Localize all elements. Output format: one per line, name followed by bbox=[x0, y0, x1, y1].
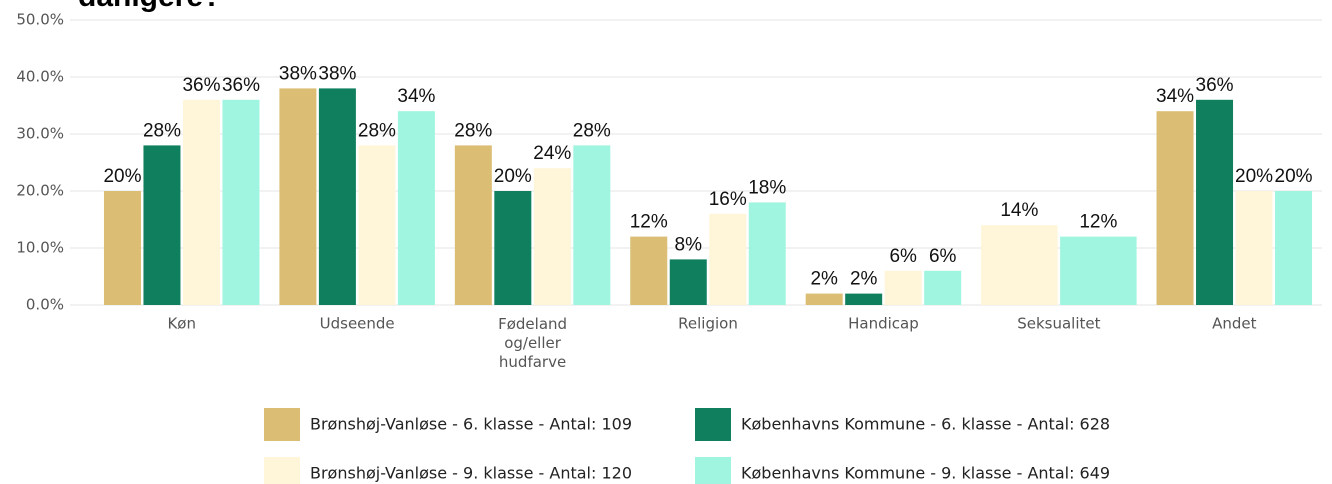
chart-title: danigere? bbox=[78, 0, 221, 13]
bar bbox=[1060, 236, 1137, 305]
bar bbox=[279, 88, 317, 306]
bar bbox=[709, 213, 747, 305]
y-tick-label: 10.0% bbox=[16, 239, 64, 257]
bar bbox=[143, 145, 181, 305]
value-label: 28% bbox=[573, 120, 611, 141]
value-label: 2% bbox=[850, 269, 878, 290]
legend-label: Brønshøj-Vanløse - 6. klasse - Antal: 10… bbox=[310, 415, 632, 434]
bar bbox=[182, 99, 220, 305]
legend-swatch bbox=[695, 457, 731, 484]
value-label: 2% bbox=[810, 269, 838, 290]
bar bbox=[630, 236, 668, 305]
bar bbox=[222, 99, 260, 305]
x-tick-label: Køn bbox=[167, 315, 196, 333]
value-label: 28% bbox=[454, 120, 492, 141]
y-tick-label: 20.0% bbox=[16, 182, 64, 200]
value-label: 28% bbox=[358, 120, 396, 141]
value-label: 18% bbox=[748, 177, 786, 198]
value-label: 36% bbox=[1196, 75, 1234, 96]
value-label: 6% bbox=[929, 246, 957, 267]
value-label: 36% bbox=[182, 75, 220, 96]
value-label: 38% bbox=[279, 63, 317, 84]
bar bbox=[533, 168, 571, 305]
bar bbox=[805, 293, 843, 305]
value-label: 28% bbox=[143, 120, 181, 141]
bar bbox=[884, 270, 922, 305]
x-tick-label: Udseende bbox=[320, 315, 395, 333]
bar bbox=[358, 145, 396, 305]
value-label: 12% bbox=[630, 212, 668, 233]
y-tick-label: 40.0% bbox=[16, 68, 64, 86]
value-label: 24% bbox=[533, 143, 571, 164]
bar bbox=[748, 202, 786, 305]
value-label: 8% bbox=[675, 234, 703, 255]
value-label: 20% bbox=[1235, 166, 1273, 187]
legend-label: Brønshøj-Vanløse - 9. klasse - Antal: 12… bbox=[310, 464, 632, 483]
value-label: 36% bbox=[222, 75, 260, 96]
value-label: 20% bbox=[1275, 166, 1313, 187]
legend-swatch bbox=[264, 457, 300, 484]
value-label: 34% bbox=[1156, 86, 1194, 107]
bar bbox=[1196, 99, 1234, 305]
bar bbox=[1156, 111, 1194, 305]
bar bbox=[924, 270, 962, 305]
value-label: 12% bbox=[1079, 212, 1117, 233]
bar bbox=[103, 191, 141, 305]
legend-swatch bbox=[264, 408, 300, 441]
value-label: 20% bbox=[103, 166, 141, 187]
bar bbox=[845, 293, 883, 305]
bar bbox=[573, 145, 611, 305]
value-label: 6% bbox=[889, 246, 917, 267]
legend-label: Københavns Kommune - 6. klasse - Antal: … bbox=[741, 415, 1110, 434]
bar bbox=[981, 225, 1058, 305]
y-tick-label: 30.0% bbox=[16, 125, 64, 143]
legend-swatch bbox=[695, 408, 731, 441]
bar bbox=[318, 88, 356, 306]
x-tick-label: Seksualitet bbox=[1017, 315, 1100, 333]
x-tick-label: Handicap bbox=[848, 315, 919, 333]
bar bbox=[1235, 191, 1273, 305]
legend-label: Københavns Kommune - 9. klasse - Antal: … bbox=[741, 464, 1110, 483]
bar bbox=[494, 191, 532, 305]
x-tick-label: Fødeland og/eller hudfarve bbox=[498, 315, 567, 371]
bar bbox=[1275, 191, 1313, 305]
bar bbox=[397, 111, 435, 305]
value-label: 38% bbox=[318, 63, 356, 84]
value-label: 14% bbox=[1000, 200, 1038, 221]
value-label: 20% bbox=[494, 166, 532, 187]
x-tick-label: Andet bbox=[1212, 315, 1257, 333]
value-label: 34% bbox=[397, 86, 435, 107]
x-tick-label: Religion bbox=[678, 315, 738, 333]
bar bbox=[454, 145, 492, 305]
value-label: 16% bbox=[709, 189, 747, 210]
bar bbox=[669, 259, 707, 305]
y-tick-label: 50.0% bbox=[16, 11, 64, 29]
y-tick-label: 0.0% bbox=[26, 296, 64, 314]
